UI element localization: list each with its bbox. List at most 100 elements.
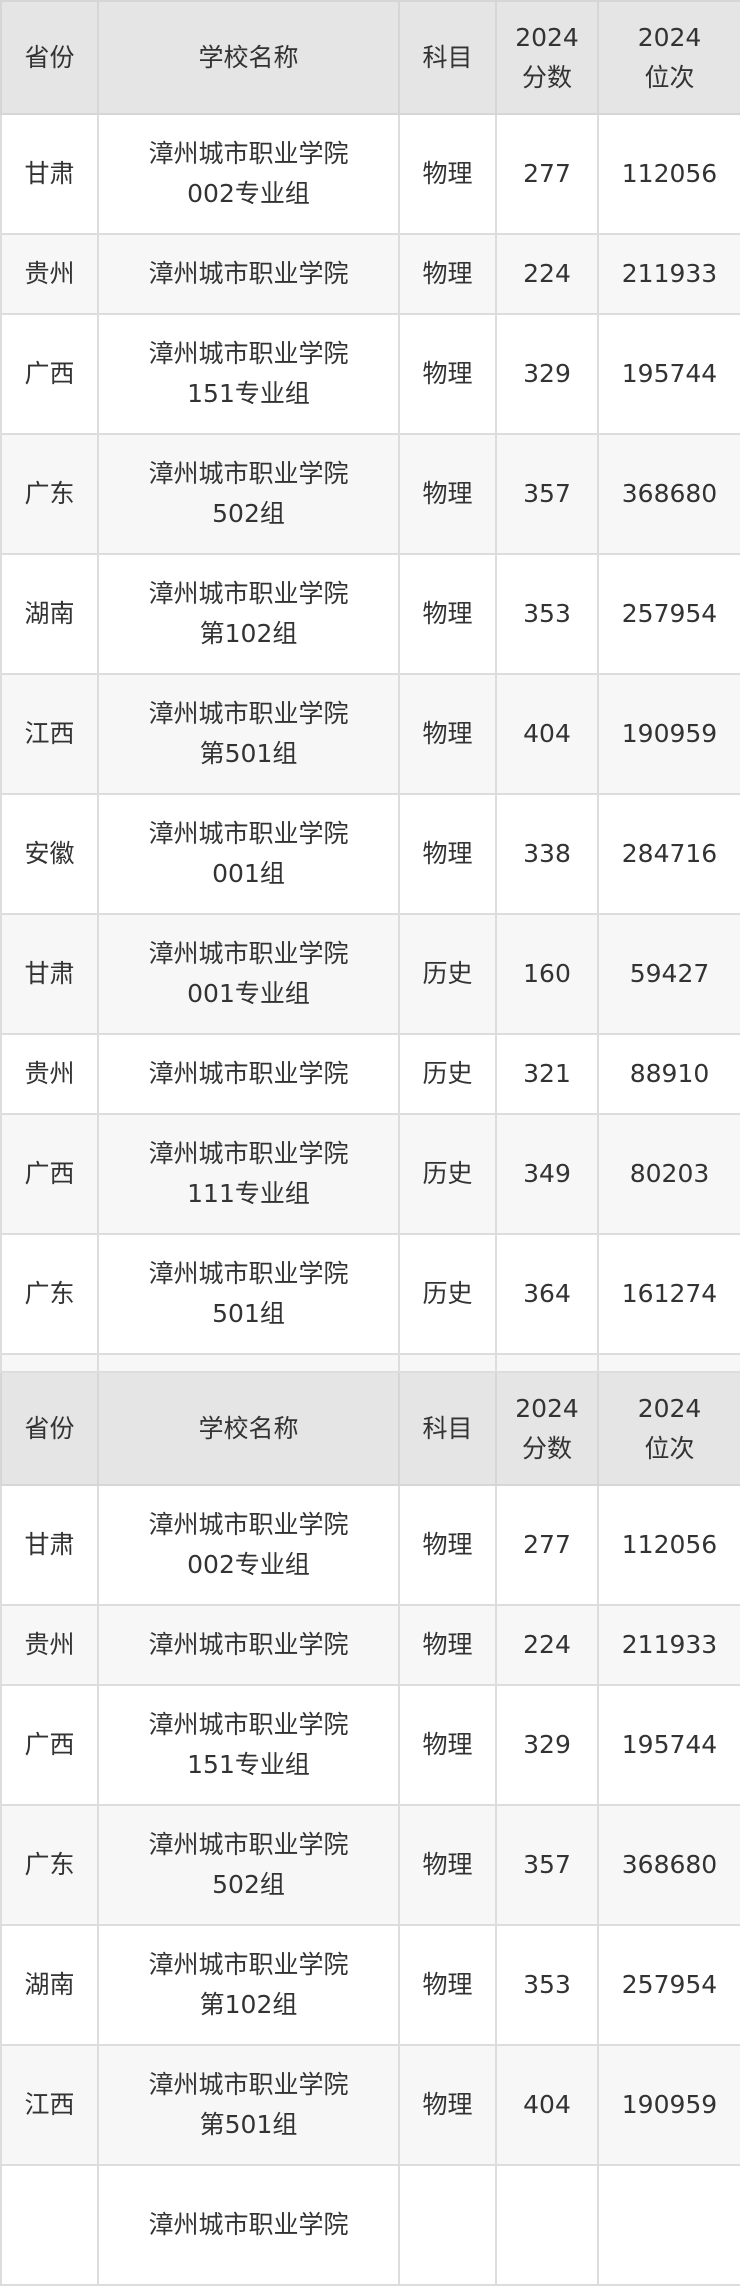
school-cell-text: 002专业组	[187, 179, 310, 208]
header-subject-text: 科目	[422, 1413, 473, 1443]
school-cell-text: 漳州城市职业学院	[148, 1259, 349, 1288]
school-cell: 漳州城市职业学院 002专业组	[97, 113, 400, 235]
school-cell-text: 111专业组	[187, 1179, 310, 1208]
school-cell-text: 漳州城市职业学院	[148, 2210, 349, 2239]
province-cell: 广东	[0, 1233, 99, 1355]
school-cell-text: 502组	[212, 1870, 285, 1899]
school-cell-text: 漳州城市职业学院	[148, 1630, 349, 1659]
rank-cell-text: 368680	[621, 1850, 718, 1879]
score-cell-text: 329	[523, 359, 571, 388]
school-cell: 漳州城市职业学院 第102组	[97, 553, 400, 675]
school-cell-text: 漳州城市职业学院	[148, 339, 349, 368]
subject-cell-text: 物理	[422, 2090, 473, 2119]
rank-cell: 257954	[597, 1924, 740, 2046]
subject-cell-text: 物理	[422, 599, 473, 628]
subject-cell-text: 物理	[422, 839, 473, 868]
province-cell-text: 安徽	[24, 839, 75, 868]
subject-cell-text: 物理	[422, 1850, 473, 1879]
school-cell-text: 漳州城市职业学院	[148, 939, 349, 968]
header-school-text: 学校名称	[198, 1413, 299, 1443]
school-cell-text: 漳州城市职业学院	[148, 459, 349, 488]
score-cell	[495, 2164, 599, 2286]
school-cell: 漳州城市职业学院 151专业组	[97, 313, 400, 435]
table-row: 贵州 漳州城市职业学院 物理 224 211933	[0, 233, 740, 315]
province-cell-text: 广西	[24, 359, 75, 388]
header-rank: 2024 位次	[597, 1371, 740, 1486]
province-cell-text: 甘肃	[24, 159, 75, 188]
rank-cell-text: 195744	[621, 359, 718, 388]
school-cell-text: 002专业组	[187, 1550, 310, 1579]
score-cell-text: 353	[523, 1970, 571, 1999]
header-subject: 科目	[398, 0, 497, 115]
table-row: 广东 漳州城市职业学院 502组 物理 357 368680	[0, 433, 740, 555]
subject-cell-text: 物理	[422, 1530, 473, 1559]
table-row: 甘肃 漳州城市职业学院 002专业组 物理 277 112056	[0, 113, 740, 235]
table-row: 广西 漳州城市职业学院 151专业组 物理 329 195744	[0, 1684, 740, 1806]
rank-cell: 195744	[597, 1684, 740, 1806]
score-cell: 277	[495, 113, 599, 235]
header-province: 省份	[0, 1371, 99, 1486]
header-school: 学校名称	[97, 1371, 400, 1486]
table-row: 漳州城市职业学院	[0, 2164, 740, 2286]
province-cell-text: 湖南	[24, 599, 75, 628]
province-cell-text: 贵州	[24, 1059, 75, 1088]
score-cell-text: 404	[523, 719, 571, 748]
province-cell-text: 江西	[24, 2090, 75, 2119]
rank-cell: 211933	[597, 1604, 740, 1686]
spacer-cell	[597, 1353, 740, 1373]
rank-cell-text: 161274	[621, 1279, 718, 1308]
school-cell: 漳州城市职业学院 151专业组	[97, 1684, 400, 1806]
score-cell: 349	[495, 1113, 599, 1235]
subject-cell: 物理	[398, 2044, 497, 2166]
subject-cell-text: 历史	[422, 959, 473, 988]
school-cell-text: 漳州城市职业学院	[148, 699, 349, 728]
school-cell-text: 001组	[212, 859, 285, 888]
province-cell: 广西	[0, 313, 99, 435]
school-cell-text: 漳州城市职业学院	[148, 1059, 349, 1088]
province-cell-text: 广西	[24, 1730, 75, 1759]
rank-cell-text: 59427	[629, 959, 710, 988]
rank-cell: 112056	[597, 1484, 740, 1606]
subject-cell-text: 物理	[422, 1970, 473, 1999]
school-cell: 漳州城市职业学院 502组	[97, 1804, 400, 1926]
score-cell: 357	[495, 433, 599, 555]
header-subject-text: 科目	[422, 42, 473, 72]
header-school-text: 学校名称	[198, 42, 299, 72]
spacer-cell	[398, 1353, 497, 1373]
province-cell-text: 甘肃	[24, 959, 75, 988]
rank-cell: 88910	[597, 1033, 740, 1115]
score-cell: 404	[495, 673, 599, 795]
rank-cell-text: 112056	[621, 159, 718, 188]
header-rank-text: 位次	[644, 1433, 695, 1463]
rank-cell-text: 112056	[621, 1530, 718, 1559]
subject-cell-text: 物理	[422, 719, 473, 748]
subject-cell: 物理	[398, 673, 497, 795]
subject-cell-text: 物理	[422, 1630, 473, 1659]
score-cell-text: 364	[523, 1279, 571, 1308]
score-cell-text: 224	[523, 259, 571, 288]
subject-cell-text: 物理	[422, 259, 473, 288]
subject-cell: 历史	[398, 1113, 497, 1235]
subject-cell: 历史	[398, 1233, 497, 1355]
table-row: 湖南 漳州城市职业学院 第102组 物理 353 257954	[0, 1924, 740, 2046]
subject-cell-text: 历史	[422, 1279, 473, 1308]
province-cell: 甘肃	[0, 113, 99, 235]
school-cell: 漳州城市职业学院 502组	[97, 433, 400, 555]
header-score: 2024 分数	[495, 1371, 599, 1486]
school-cell-text: 漳州城市职业学院	[148, 139, 349, 168]
score-cell-text: 338	[523, 839, 571, 868]
province-cell: 贵州	[0, 1604, 99, 1686]
rank-cell-text: 211933	[621, 1630, 718, 1659]
score-cell: 364	[495, 1233, 599, 1355]
province-cell: 贵州	[0, 233, 99, 315]
province-cell	[0, 2164, 99, 2286]
score-cell: 353	[495, 1924, 599, 2046]
school-cell-text: 001专业组	[187, 979, 310, 1008]
subject-cell-text: 历史	[422, 1059, 473, 1088]
header-province-text: 省份	[24, 42, 75, 72]
rank-cell	[597, 2164, 740, 2286]
school-cell: 漳州城市职业学院	[97, 1033, 400, 1115]
rank-cell: 284716	[597, 793, 740, 915]
spacer-cell	[0, 1353, 99, 1373]
subject-cell: 物理	[398, 433, 497, 555]
